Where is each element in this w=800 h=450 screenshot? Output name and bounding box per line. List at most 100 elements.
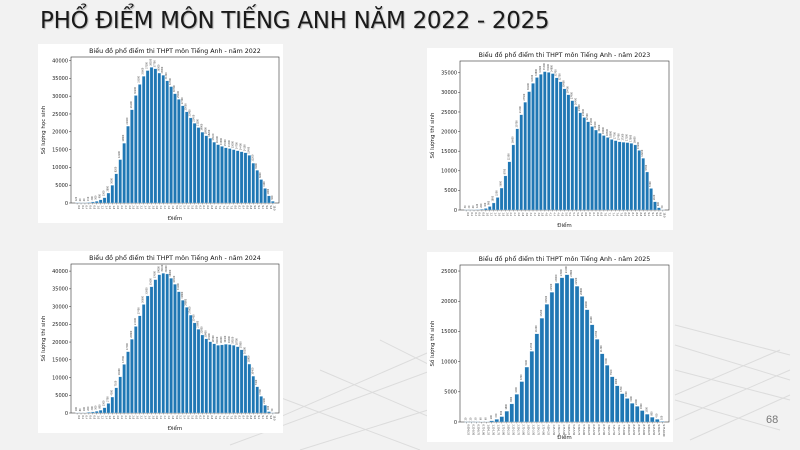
x-tick-label: 0.4: [474, 213, 477, 217]
bar: [523, 102, 527, 211]
x-tick-label: 9.00-9.25: [647, 425, 650, 436]
bar: [640, 410, 645, 423]
x-tick-label: 2.4: [513, 213, 516, 217]
x-tick-label: 5.00-5.25: [567, 425, 570, 436]
x-tick-label: 2.8: [521, 213, 524, 217]
bar: [98, 410, 103, 414]
x-tick-label: 3.6: [147, 416, 150, 420]
x-tick-label: 8.4: [631, 213, 634, 217]
y-axis-label: Số lượng thí sinh: [429, 320, 436, 367]
x-tick-label: 9.75-10.00: [662, 425, 665, 438]
y-tick-label: 5000: [444, 188, 457, 194]
y-tick-label: 25000: [441, 110, 457, 116]
bar-value-label: 6600: [259, 172, 262, 178]
x-tick-label: 3.4: [533, 213, 536, 217]
bar-value-label: 3200: [496, 190, 499, 196]
x-tick-label: 9.0: [253, 416, 256, 420]
x-tick-label: 3.00-3.25: [527, 425, 530, 436]
bar-value-label: 500: [95, 405, 98, 410]
y-tick-label: 40000: [52, 269, 68, 275]
bar: [114, 387, 118, 414]
bar-value-label: 23600: [582, 108, 585, 116]
y-tick-label: 5000: [444, 390, 457, 396]
x-tick-label: 6.8: [210, 416, 213, 420]
bar: [637, 150, 641, 211]
bar: [220, 344, 224, 414]
bar-value-label: 5500: [649, 181, 652, 187]
bar-value-label: 32300: [531, 74, 534, 82]
bar-value-label: 4600: [515, 387, 518, 393]
bar: [519, 114, 523, 211]
y-tick-label: 5000: [55, 183, 68, 189]
bar: [138, 315, 142, 414]
y-tick-label: 15000: [441, 329, 457, 335]
y-tick-label: 40000: [52, 58, 68, 64]
x-tick-label: 1.4: [104, 416, 107, 420]
x-tick-label: 1.6: [108, 206, 111, 210]
bar-value-label: 200: [490, 415, 493, 420]
bar: [208, 341, 212, 414]
bar-value-label: 23600: [196, 320, 199, 328]
bar: [534, 333, 540, 423]
bar-value-label: 32700: [169, 77, 172, 85]
bar: [660, 421, 665, 423]
x-tick-label: 5.6: [576, 213, 579, 217]
x-tick-label: 7.4: [222, 206, 225, 210]
x-tick-label: 0.4: [85, 206, 88, 210]
x-tick-label: 3.6: [537, 213, 540, 217]
bar-value-label: 17200: [540, 309, 543, 317]
bar: [524, 366, 530, 423]
bar: [204, 338, 209, 414]
bar-value-label: 30: [475, 417, 478, 420]
bar-value-label: 21300: [590, 117, 593, 125]
x-tick-label: 8.8: [249, 206, 252, 210]
bar-value-label: 5000: [110, 178, 113, 184]
bar: [149, 67, 154, 204]
x-tick-label: 7.4: [612, 213, 615, 217]
bar-value-label: 2700: [106, 396, 109, 402]
bar-value-label: 2100: [653, 194, 656, 200]
x-tick-label: 6.4: [592, 213, 595, 217]
bar: [192, 123, 197, 204]
x-tick-label: 2.4: [124, 206, 127, 210]
bar-value-label: 39000: [157, 266, 160, 274]
bar-value-label: 12200: [118, 150, 121, 158]
bar-value-label: 12300: [507, 153, 510, 161]
x-tick-label: 7.2: [608, 213, 611, 217]
bar-value-label: 21500: [550, 283, 553, 291]
x-tick-label: 8.50-8.75: [637, 425, 640, 436]
bar: [615, 385, 620, 423]
bar-value-label: 4100: [263, 181, 266, 187]
x-tick-label: 2.8: [132, 416, 135, 420]
bar: [503, 175, 508, 211]
x-tick-label: 9.8: [269, 206, 272, 210]
x-tick-label: 5.2: [179, 206, 182, 210]
bar: [106, 403, 111, 414]
x-tick-label: 1.2: [490, 213, 493, 217]
x-tick-label: 8.6: [245, 416, 248, 420]
bar-value-label: 29100: [177, 90, 180, 98]
bar: [547, 72, 551, 211]
x-tick-label: 2.0: [116, 416, 119, 420]
bar: [574, 106, 579, 211]
bar-value-label: 17800: [240, 341, 243, 349]
bar-value-label: 13800: [247, 355, 250, 363]
bar: [216, 345, 220, 414]
bar-value-label: 35600: [142, 67, 145, 75]
x-tick-label: 1.2: [100, 206, 103, 210]
bar-value-label: 15200: [637, 141, 640, 149]
bar-value-label: 18600: [585, 301, 588, 309]
x-tick-label: 8.8: [639, 213, 642, 217]
x-tick-label: 3.75-4.00: [542, 425, 545, 436]
x-tick-label: 7.0: [214, 206, 217, 210]
x-tick-label: 7.2: [218, 416, 221, 420]
x-tick-label: 0.6: [478, 213, 481, 217]
x-tick-label: 6.2: [198, 416, 201, 420]
x-tick-label: 6.8: [210, 206, 213, 210]
x-tick-label: 1.0: [486, 213, 489, 217]
bar: [650, 417, 655, 423]
bar-value-label: 4700: [259, 389, 262, 395]
bar: [543, 71, 547, 211]
bar-value-label: 33700: [555, 69, 558, 77]
bar-value-label: 15300: [228, 139, 231, 147]
